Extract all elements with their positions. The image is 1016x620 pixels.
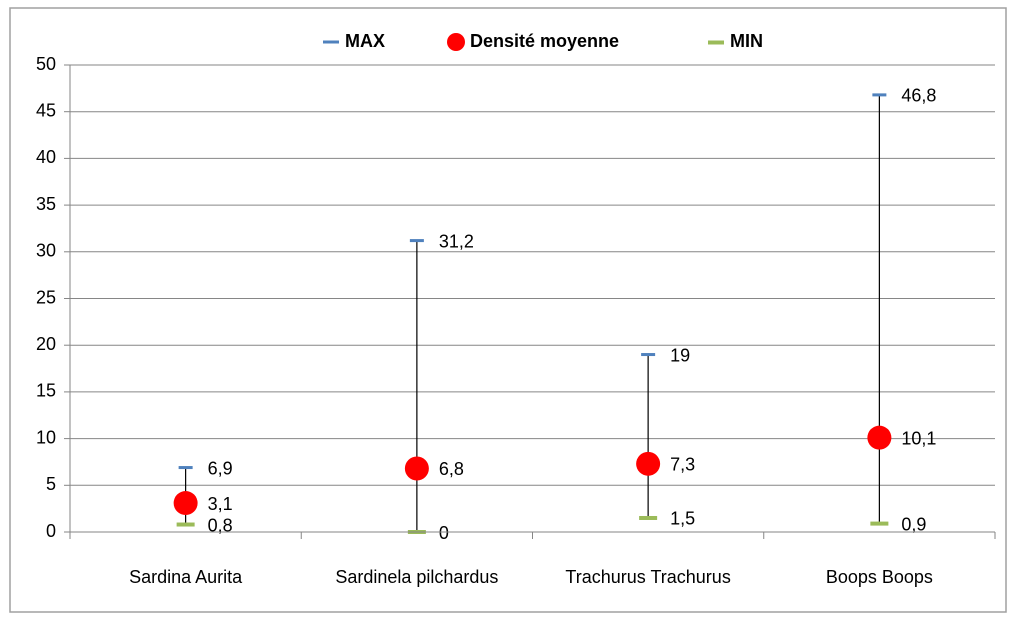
y-tick-label: 25: [36, 287, 56, 307]
data-label: 7,3: [670, 455, 695, 475]
y-tick-label: 40: [36, 147, 56, 167]
data-label: 19: [670, 345, 690, 365]
mean-marker: [867, 425, 892, 450]
x-tick-label: Trachurus Trachurus: [565, 567, 730, 587]
x-tick-label: Boops Boops: [826, 567, 933, 587]
y-tick-label: 5: [46, 474, 56, 494]
max-marker: [409, 239, 424, 243]
x-tick-label: Sardinela pilchardus: [335, 567, 498, 587]
data-label: 3,1: [208, 494, 233, 514]
y-tick-label: 45: [36, 100, 56, 120]
max-marker: [178, 466, 193, 470]
data-label: 46,8: [901, 86, 936, 106]
y-tick-label: 30: [36, 241, 56, 261]
mean-marker: [173, 491, 198, 516]
min-marker: [176, 522, 195, 527]
y-tick-label: 10: [36, 427, 56, 447]
y-tick-label: 35: [36, 194, 56, 214]
x-tick-label: Sardina Aurita: [129, 567, 243, 587]
legend-label: Densité moyenne: [470, 31, 619, 51]
min-marker: [870, 521, 889, 526]
max-marker: [872, 93, 887, 97]
data-label: 6,9: [208, 458, 233, 478]
legend-swatch: [323, 40, 339, 44]
legend-label: MIN: [730, 31, 763, 51]
legend-swatch: [447, 33, 465, 51]
legend-label: MAX: [345, 31, 385, 51]
y-tick-label: 20: [36, 334, 56, 354]
data-label: 0: [439, 523, 449, 543]
mean-marker: [636, 451, 661, 476]
y-tick-label: 15: [36, 381, 56, 401]
mean-marker: [404, 456, 429, 481]
min-marker: [639, 515, 658, 520]
y-tick-label: 0: [46, 521, 56, 541]
data-label: 6,8: [439, 459, 464, 479]
data-label: 0,9: [901, 514, 926, 534]
data-label: 1,5: [670, 509, 695, 529]
legend-swatch: [708, 40, 724, 45]
chart-border: [9, 7, 1007, 613]
y-tick-label: 50: [36, 54, 56, 74]
data-label: 31,2: [439, 231, 474, 251]
max-marker: [641, 353, 656, 357]
data-label: 0,8: [208, 515, 233, 535]
data-label: 10,1: [901, 428, 936, 448]
